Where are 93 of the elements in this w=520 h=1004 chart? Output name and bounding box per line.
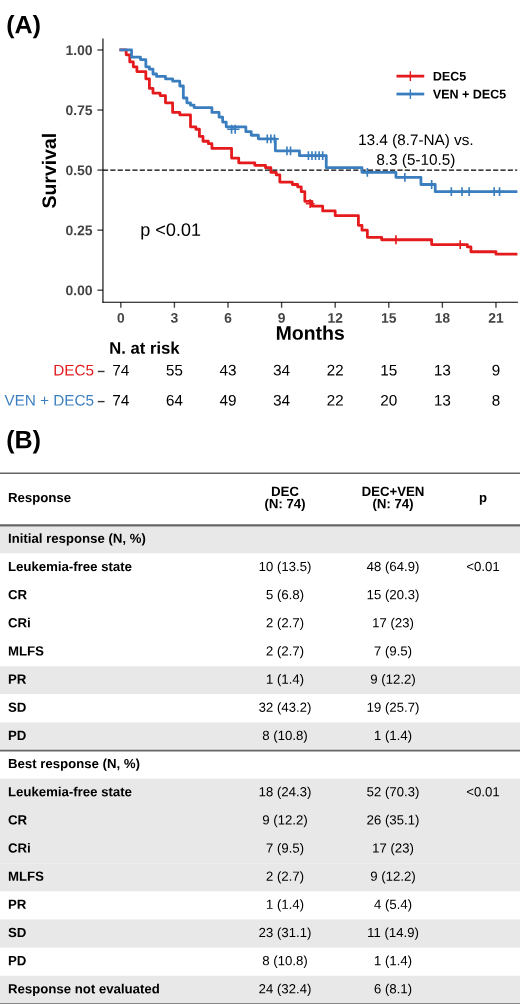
y-tick-label: 0.25 [66,225,93,236]
text: 6 (8.1) [374,983,412,997]
category-label: Leukemia-free state [8,786,132,797]
text: 43 [219,364,236,376]
category-label: CRi [8,843,30,853]
category-label: p [479,494,487,505]
category-label: Response [8,492,71,505]
category-label: SD [8,702,26,712]
category-label: Best response (N, %) [8,758,140,771]
category-label: MLFS [8,646,44,656]
text: <0.01 [466,787,500,797]
text: 52 (70.3) [367,786,419,799]
x-tick-label: 9 [278,312,285,323]
x-tick-label: 3 [170,312,178,323]
x-tick-label: 0 [117,312,125,323]
category-label: DEC5 [54,364,94,376]
text: 1 (1.4) [374,730,412,743]
text: 9 (12.2) [370,871,415,884]
text: 24 (32.4) [259,983,311,997]
y-tick-label: 0.75 [66,105,93,116]
text: 22 [327,364,343,376]
text: 8 [492,394,500,406]
text: 7 (9.5) [374,645,412,659]
text: N. at risk [110,341,180,354]
chart-title: (A) [7,15,40,39]
text: 11 (14.9) [368,927,419,940]
x-tick-label: 12 [328,312,343,323]
text: 2 (2.7) [266,617,304,631]
x-axis-title: Months [276,325,344,340]
x-tick-label: 15 [381,313,397,323]
text: <0.01 [466,561,500,572]
text: 10 (13.5) [259,561,311,574]
text: 15 [381,364,397,376]
text: 4 (5.4) [374,899,412,912]
category-label: PR [8,674,27,684]
text: 1 (1.4) [266,674,304,687]
y-tick-label: 0.00 [66,285,92,296]
category-label: Leukemia-free state [8,561,132,572]
legend-label: VEN + DEC5 [432,89,506,99]
text: 13 [435,394,451,406]
text: 48 (64.9) [366,561,419,574]
text: 55 [166,364,183,376]
text: 17 (23) [373,843,414,856]
text: 74 [113,395,129,406]
text: 8 (10.8) [262,955,307,968]
category-label: MLFS [8,871,44,881]
category-label: VEN + DEC5 [4,394,94,406]
category-label: CR [8,815,27,825]
text: 18 (24.3) [259,786,311,799]
text: 13 [435,364,451,376]
text: 19 (25.7) [367,702,419,715]
text: 9 (12.2) [262,814,307,828]
text: 5 (6.8) [266,589,304,602]
x-tick-label: 21 [488,312,504,323]
annotation: 13.4 (8.7-NA) vs. 8.3 (5-10.5) [359,133,473,168]
text: 1 (1.4) [374,955,412,968]
text: 23 (31.1) [259,927,311,940]
text: 9 (12.2) [370,674,415,687]
category-label: CRi [8,617,30,628]
category-label: PR [8,899,27,909]
text: 8 (10.8) [262,730,307,743]
text: 9 [492,364,500,376]
text: 32 (43.2) [259,702,311,715]
y-axis-title: Survival [41,134,57,208]
category-label: Response not evaluated [8,983,159,997]
y-tick-label: 1.00 [66,45,92,56]
category-label: DEC (N: 74) [265,486,305,511]
category-label: CR [8,589,27,600]
text: 74 [113,364,129,376]
text: 22 [327,394,343,406]
text: 2 (2.7) [266,871,304,884]
text: 49 [219,394,236,406]
text: 1 (1.4) [266,899,304,912]
text: 26 (35.1) [367,814,419,828]
text: 34 [273,364,290,376]
text: 64 [166,394,183,406]
text: 2 (2.7) [266,645,304,659]
x-tick-label: 6 [224,312,232,323]
text: (B) [7,430,40,454]
category-label: SD [8,927,26,938]
x-tick-label: 18 [435,312,450,323]
annotation: p <0.01 [141,223,201,240]
text: 20 [381,394,397,406]
text: 15 (20.3) [367,589,419,602]
text: 17 (23) [373,617,414,631]
category-label: DEC+VEN (N: 74) [362,486,424,511]
legend-label: DEC5 [433,71,466,81]
y-tick-label: 0.50 [66,165,92,176]
text: 34 [273,394,290,406]
category-label: PD [8,730,26,740]
text: 7 (9.5) [266,843,304,856]
category-label: PD [8,956,26,966]
category-label: Initial response (N, %) [8,533,146,546]
